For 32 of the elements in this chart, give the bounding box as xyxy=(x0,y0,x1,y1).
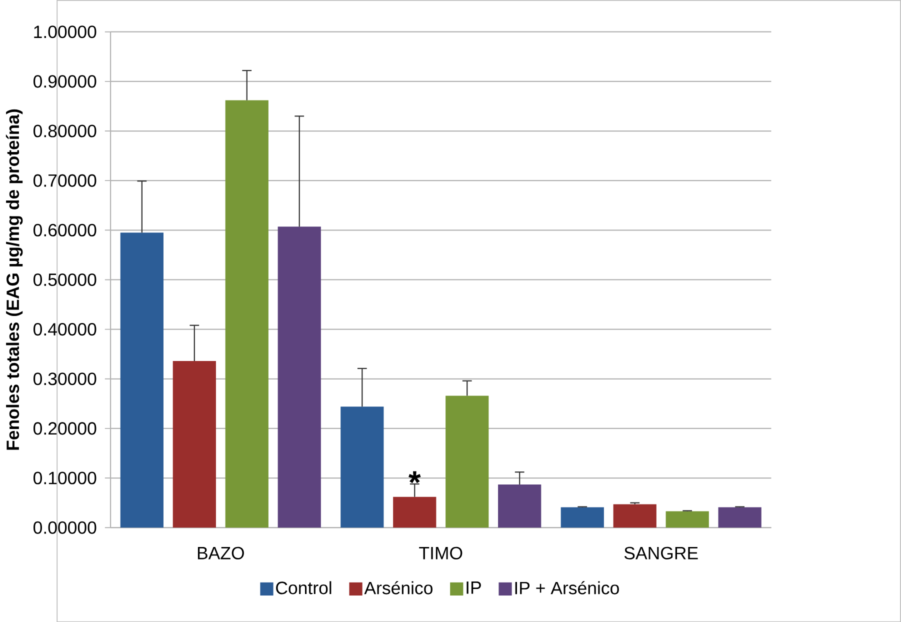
y-tick-label: 0.60000 xyxy=(34,224,96,236)
y-tick-label: 0.00000 xyxy=(34,521,96,534)
x-tick-label: BAZO xyxy=(198,546,244,560)
bar xyxy=(225,100,268,528)
x-tick-label: TIMO xyxy=(419,546,462,560)
y-tick-label: 0.40000 xyxy=(34,322,96,336)
y-tick-label: 0.70000 xyxy=(34,174,96,187)
bar xyxy=(278,226,321,528)
y-tick-label: 0.80000 xyxy=(34,124,96,138)
bar xyxy=(446,396,489,528)
bar xyxy=(498,484,542,528)
bar xyxy=(393,496,436,528)
y-tick-label: 0.50000 xyxy=(34,273,96,286)
bar xyxy=(172,360,216,528)
bar xyxy=(613,504,656,528)
y-axis-title: Fenoles totales (EAG µg/mg de proteína) xyxy=(6,109,23,450)
legend-label: IP + Arsénico xyxy=(515,580,619,594)
bar xyxy=(560,507,604,528)
bar xyxy=(120,232,164,528)
legend-label: Control xyxy=(276,581,332,594)
legend-label: IP xyxy=(466,581,481,594)
y-tick-label: 0.90000 xyxy=(34,75,96,88)
bar xyxy=(718,507,762,528)
annotation: * xyxy=(408,471,421,484)
bar xyxy=(340,406,384,528)
y-tick-label: 0.20000 xyxy=(34,422,96,435)
y-tick-label: 1.00000 xyxy=(34,25,96,38)
bar xyxy=(666,511,709,528)
x-tick-label: SANGRE xyxy=(624,546,698,560)
y-tick-label: 0.10000 xyxy=(34,472,96,484)
legend-label: Arsénico xyxy=(364,580,432,594)
y-tick-label: 0.30000 xyxy=(34,372,96,386)
